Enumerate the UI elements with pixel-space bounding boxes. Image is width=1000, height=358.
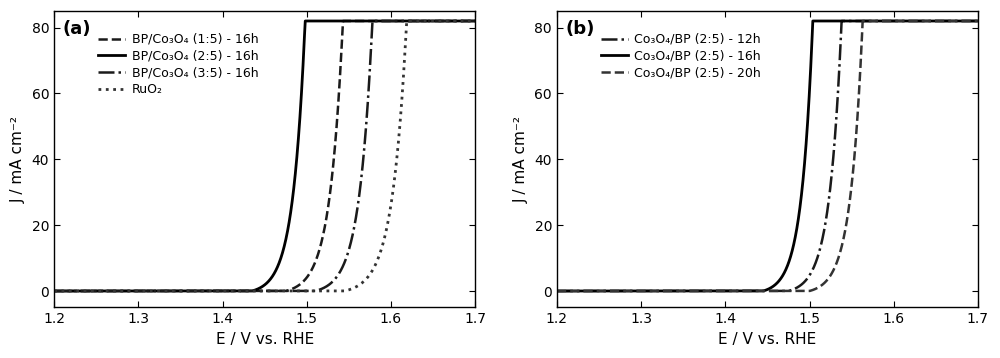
RuO₂ (210, 289, 222, 293)
BP/Co₃O₄ (1:5) - 16h (469, 19, 481, 23)
BP/Co₃O₄ (1:5) - 16h (416, 19, 428, 23)
BP/Co₃O₄ (3:5) - 16h (469, 19, 481, 23)
Co₃O₄/BP (2:5) - 20h (964, 19, 976, 23)
Co₃O₄/BP (2:5) - 16h (731, 289, 743, 293)
Co₃O₄/BP (2:5) - 20h (551, 289, 563, 293)
BP/Co₃O₄ (1:5) - 16h (210, 289, 222, 293)
Line: Co₃O₄/BP (2:5) - 16h: Co₃O₄/BP (2:5) - 16h (557, 21, 978, 291)
Co₃O₄/BP (2:5) - 12h (972, 19, 984, 23)
Co₃O₄/BP (2:5) - 12h (551, 289, 563, 293)
Co₃O₄/BP (2:5) - 12h (731, 289, 743, 293)
Co₃O₄/BP (2:5) - 16h (712, 289, 724, 293)
Co₃O₄/BP (2:5) - 12h (712, 289, 724, 293)
Text: (a): (a) (63, 20, 91, 38)
BP/Co₃O₄ (1:5) - 16h (461, 19, 473, 23)
BP/Co₃O₄ (1:5) - 16h (228, 289, 240, 293)
BP/Co₃O₄ (3:5) - 16h (416, 19, 428, 23)
Co₃O₄/BP (2:5) - 20h (731, 289, 743, 293)
BP/Co₃O₄ (1:5) - 16h (48, 289, 60, 293)
Co₃O₄/BP (2:5) - 20h (972, 19, 984, 23)
Co₃O₄/BP (2:5) - 20h (599, 289, 611, 293)
RuO₂ (469, 19, 481, 23)
Y-axis label: J / mA cm⁻²: J / mA cm⁻² (11, 116, 26, 203)
Co₃O₄/BP (2:5) - 16h (599, 289, 611, 293)
Line: BP/Co₃O₄ (3:5) - 16h: BP/Co₃O₄ (3:5) - 16h (54, 21, 475, 291)
Co₃O₄/BP (2:5) - 20h (857, 19, 869, 23)
BP/Co₃O₄ (3:5) - 16h (210, 289, 222, 293)
Line: RuO₂: RuO₂ (54, 21, 475, 291)
Co₃O₄/BP (2:5) - 16h (551, 289, 563, 293)
BP/Co₃O₄ (2:5) - 16h (96, 289, 108, 293)
BP/Co₃O₄ (2:5) - 16h (48, 289, 60, 293)
RuO₂ (416, 19, 428, 23)
Legend: BP/Co₃O₄ (1:5) - 16h, BP/Co₃O₄ (2:5) - 16h, BP/Co₃O₄ (3:5) - 16h, RuO₂: BP/Co₃O₄ (1:5) - 16h, BP/Co₃O₄ (2:5) - 1… (94, 29, 262, 100)
Line: Co₃O₄/BP (2:5) - 20h: Co₃O₄/BP (2:5) - 20h (557, 21, 978, 291)
RuO₂ (461, 19, 473, 23)
X-axis label: E / V vs. RHE: E / V vs. RHE (718, 332, 817, 347)
BP/Co₃O₄ (2:5) - 16h (469, 19, 481, 23)
Line: Co₃O₄/BP (2:5) - 12h: Co₃O₄/BP (2:5) - 12h (557, 21, 978, 291)
RuO₂ (401, 19, 413, 23)
BP/Co₃O₄ (3:5) - 16h (461, 19, 473, 23)
Co₃O₄/BP (2:5) - 16h (918, 19, 930, 23)
Co₃O₄/BP (2:5) - 16h (972, 19, 984, 23)
Co₃O₄/BP (2:5) - 12h (836, 19, 848, 23)
BP/Co₃O₄ (1:5) - 16h (337, 19, 349, 23)
BP/Co₃O₄ (3:5) - 16h (48, 289, 60, 293)
RuO₂ (96, 289, 108, 293)
Co₃O₄/BP (2:5) - 12h (624, 289, 636, 293)
BP/Co₃O₄ (2:5) - 16h (228, 289, 240, 293)
BP/Co₃O₄ (2:5) - 16h (210, 289, 222, 293)
Co₃O₄/BP (2:5) - 20h (918, 19, 930, 23)
Y-axis label: J / mA cm⁻²: J / mA cm⁻² (514, 116, 529, 203)
Co₃O₄/BP (2:5) - 20h (712, 289, 724, 293)
BP/Co₃O₄ (2:5) - 16h (416, 19, 428, 23)
X-axis label: E / V vs. RHE: E / V vs. RHE (216, 332, 314, 347)
BP/Co₃O₄ (3:5) - 16h (228, 289, 240, 293)
BP/Co₃O₄ (3:5) - 16h (367, 19, 379, 23)
Legend: Co₃O₄/BP (2:5) - 12h, Co₃O₄/BP (2:5) - 16h, Co₃O₄/BP (2:5) - 20h: Co₃O₄/BP (2:5) - 12h, Co₃O₄/BP (2:5) - 1… (597, 29, 765, 83)
Co₃O₄/BP (2:5) - 16h (807, 19, 819, 23)
BP/Co₃O₄ (1:5) - 16h (96, 289, 108, 293)
Co₃O₄/BP (2:5) - 16h (624, 289, 636, 293)
Co₃O₄/BP (2:5) - 20h (624, 289, 636, 293)
BP/Co₃O₄ (2:5) - 16h (121, 289, 133, 293)
RuO₂ (228, 289, 240, 293)
RuO₂ (48, 289, 60, 293)
BP/Co₃O₄ (3:5) - 16h (96, 289, 108, 293)
BP/Co₃O₄ (3:5) - 16h (121, 289, 133, 293)
BP/Co₃O₄ (2:5) - 16h (299, 19, 311, 23)
Co₃O₄/BP (2:5) - 16h (964, 19, 976, 23)
BP/Co₃O₄ (2:5) - 16h (461, 19, 473, 23)
Co₃O₄/BP (2:5) - 12h (918, 19, 930, 23)
Text: (b): (b) (565, 20, 595, 38)
Co₃O₄/BP (2:5) - 12h (964, 19, 976, 23)
Co₃O₄/BP (2:5) - 12h (599, 289, 611, 293)
BP/Co₃O₄ (1:5) - 16h (121, 289, 133, 293)
Line: BP/Co₃O₄ (1:5) - 16h: BP/Co₃O₄ (1:5) - 16h (54, 21, 475, 291)
RuO₂ (121, 289, 133, 293)
Line: BP/Co₃O₄ (2:5) - 16h: BP/Co₃O₄ (2:5) - 16h (54, 21, 475, 291)
